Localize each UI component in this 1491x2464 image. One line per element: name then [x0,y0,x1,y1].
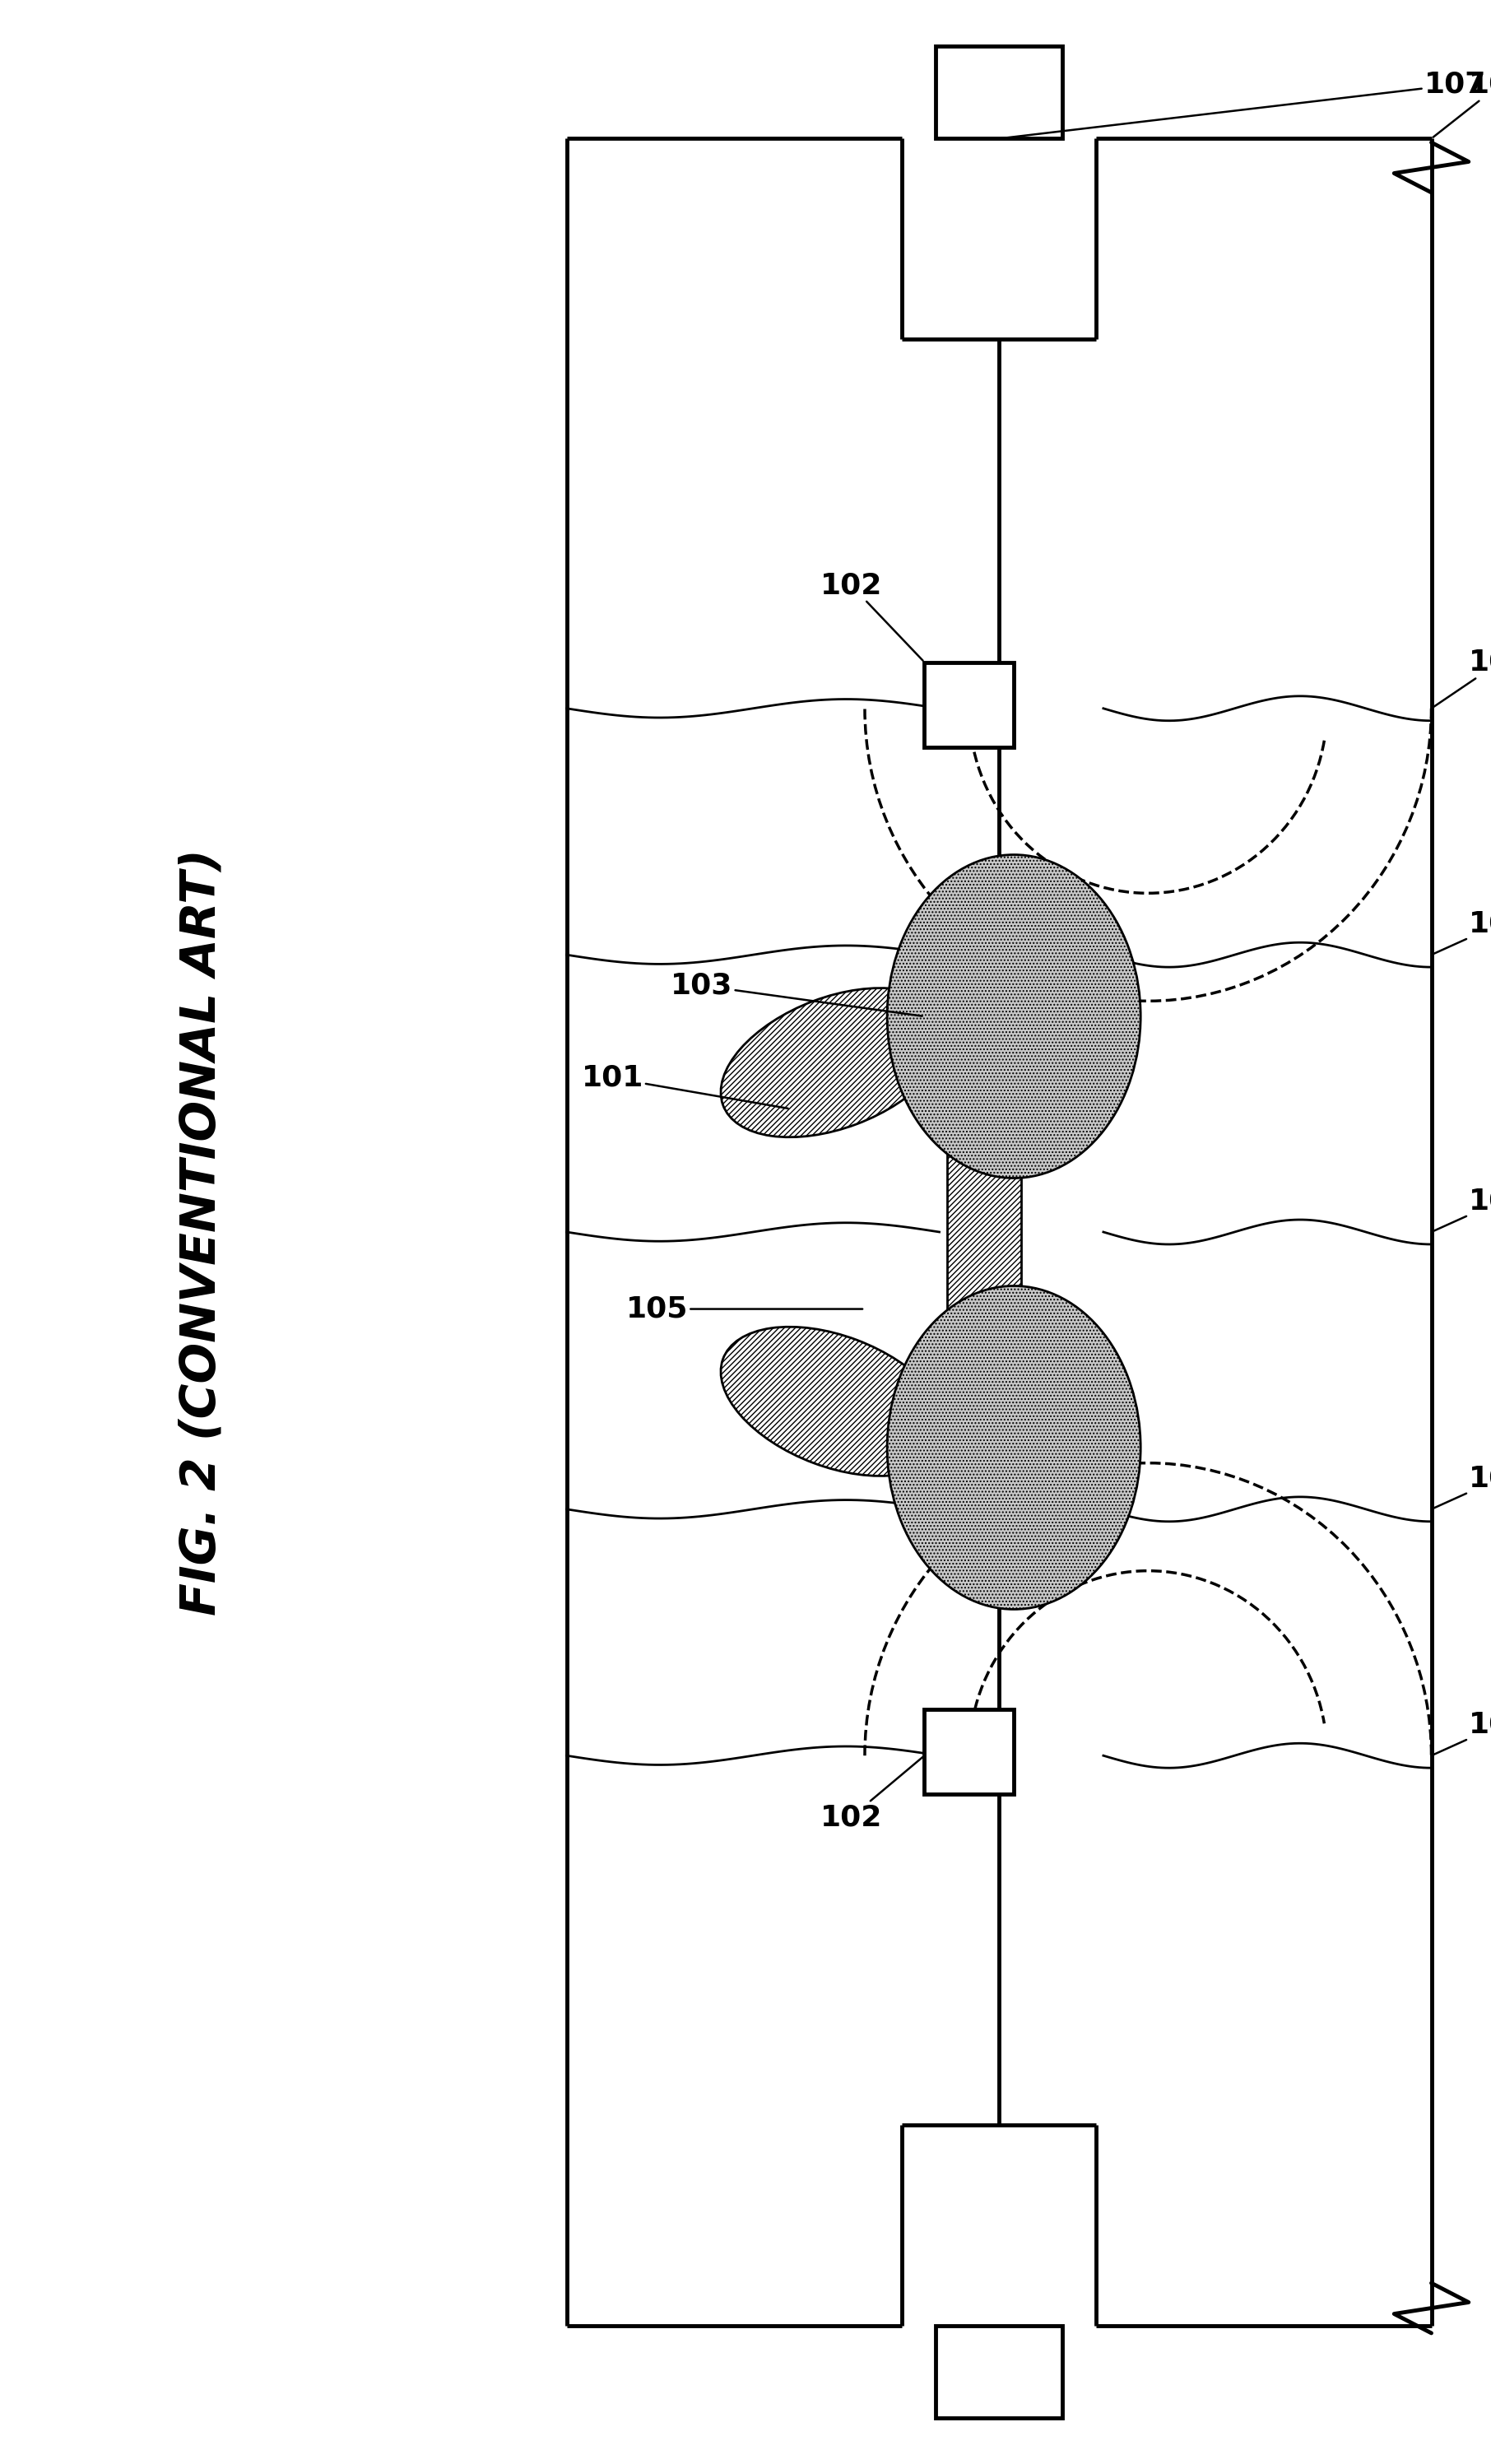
Ellipse shape [720,988,950,1138]
Text: 101: 101 [581,1064,787,1109]
Bar [924,663,1014,747]
Ellipse shape [887,1286,1141,1609]
Text: 103: 103 [671,971,921,1015]
Bar [936,2326,1063,2417]
Text: 104: 104 [1433,648,1491,707]
Ellipse shape [720,1326,950,1476]
Text: FIG. 2 (CONVENTIONAL ART): FIG. 2 (CONVENTIONAL ART) [177,848,225,1616]
Text: 106: 106 [1433,909,1491,954]
Bar [947,968,1021,1481]
Text: 105: 105 [626,1296,862,1323]
Bar [924,1710,1014,1794]
Text: 102: 102 [820,1757,923,1831]
Ellipse shape [887,855,1141,1178]
Text: 106: 106 [1433,1464,1491,1508]
Bar [936,47,1063,138]
Text: 104: 104 [1433,1710,1491,1754]
Text: 108: 108 [1433,1188,1491,1232]
Text: 100: 100 [1433,71,1491,138]
Text: 102: 102 [820,572,923,660]
Text: 107: 107 [1002,71,1487,138]
